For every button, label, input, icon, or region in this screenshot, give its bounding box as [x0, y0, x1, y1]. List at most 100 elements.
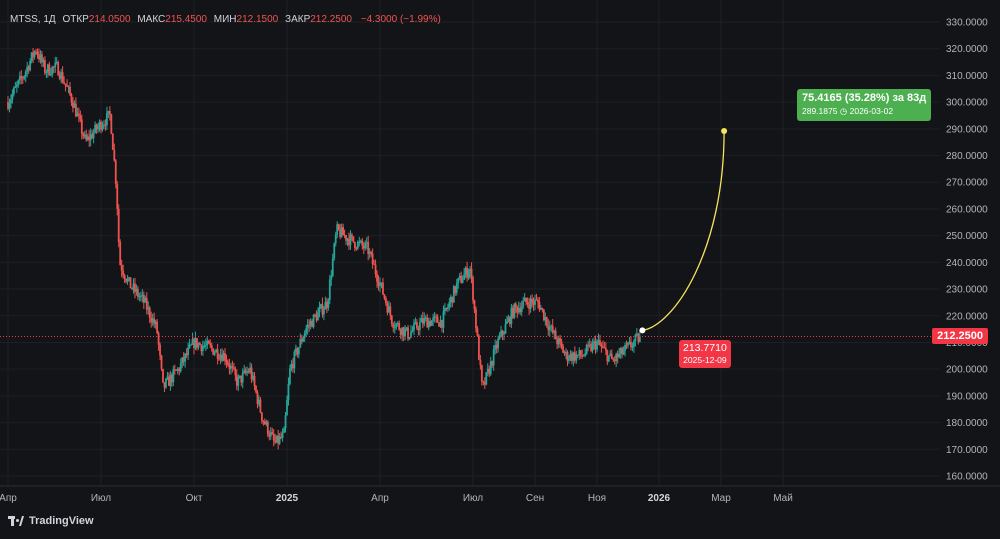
candle-body: [376, 274, 378, 282]
projection-start-label[interactable]: 213.7710 2025-12-09: [679, 340, 731, 368]
candle-body: [424, 317, 427, 319]
candle-body: [101, 126, 104, 130]
projection-end-dot[interactable]: [721, 127, 728, 134]
candle-body: [568, 358, 570, 361]
candle-body: [457, 278, 460, 284]
candle-body: [587, 344, 590, 346]
candle-body: [153, 318, 156, 325]
candle-body: [296, 348, 299, 355]
candle-body: [433, 316, 436, 318]
candle-body: [469, 268, 471, 273]
time-axis[interactable]: Апр Июл Окт 2025 Апр Июл Сен Ноя 2026 Мар Май: [0, 485, 1000, 504]
candle-body: [606, 350, 609, 362]
candle-body: [638, 336, 641, 343]
candle-body: [292, 364, 294, 369]
candle-body: [212, 348, 215, 355]
candle-body: [278, 436, 281, 444]
candle-body: [488, 368, 491, 375]
candle-body: [97, 126, 99, 130]
candle-body: [609, 353, 612, 356]
candle-body: [142, 294, 145, 303]
candle-body: [596, 341, 598, 350]
candle-body: [147, 307, 150, 310]
candle-body: [410, 331, 412, 338]
candle-body: [370, 251, 373, 254]
candle-body: [41, 54, 43, 63]
candle-body: [187, 347, 189, 356]
candle-body: [578, 350, 581, 355]
candle-body: [280, 436, 282, 438]
candle-body: [170, 374, 173, 383]
price-axis[interactable]: 330.0000 320.0000 310.0000 300.0000 290.0000…: [940, 0, 1000, 486]
candle-body: [258, 399, 260, 405]
candle-body: [331, 258, 334, 277]
candle-body: [633, 341, 635, 347]
price-tick-label: 240.0000: [946, 258, 988, 269]
candle-body: [362, 245, 365, 249]
candle-body: [321, 304, 324, 315]
candle-body: [104, 124, 107, 126]
candle-body: [48, 64, 51, 75]
candle-body: [188, 344, 191, 348]
price-tick-label: 310.0000: [946, 71, 988, 82]
candle-body: [351, 234, 353, 237]
candle-body: [312, 314, 315, 328]
candle-body: [516, 306, 519, 313]
price-tick-label: 260.0000: [946, 204, 988, 215]
candle-body: [98, 121, 101, 127]
candle-body: [100, 121, 102, 130]
candle-body: [54, 62, 57, 67]
candle-body: [297, 347, 300, 355]
candle-body: [268, 434, 271, 437]
candle-body: [103, 124, 105, 127]
candle-body: [172, 369, 175, 383]
candle-body: [480, 365, 483, 382]
candle-body: [439, 320, 442, 327]
candle-body: [320, 304, 322, 308]
candle-body: [389, 306, 392, 316]
projection-start-value: 213.7710: [683, 342, 727, 354]
candle-body: [531, 298, 533, 302]
candle-body: [243, 370, 246, 373]
candle-body: [141, 294, 144, 296]
candle-body: [283, 428, 285, 433]
candle-body: [396, 323, 399, 325]
candle-body: [413, 323, 415, 331]
change-value: −4.3000 (−1.99%): [360, 14, 441, 25]
candle-body: [628, 341, 631, 343]
candle-body: [79, 115, 82, 120]
candle-body: [197, 343, 200, 348]
candle-body: [92, 132, 95, 139]
candle-body: [218, 358, 220, 360]
candle-body: [82, 133, 85, 137]
candle-body: [579, 350, 582, 356]
candle-body: [452, 286, 455, 303]
candle-body: [634, 334, 637, 342]
price-axis-bg: [940, 0, 1000, 486]
candle-body: [430, 320, 433, 326]
projection-label[interactable]: 75.4165 (35.28%) за 83д 289.1875 ◷ 2026-…: [797, 89, 932, 121]
candle-body: [134, 283, 136, 292]
candle-body: [334, 234, 337, 244]
candle-body: [206, 340, 209, 346]
candle-body: [29, 60, 32, 71]
candle-body: [348, 238, 350, 246]
candle-body: [36, 51, 39, 55]
candle-body: [420, 318, 423, 323]
candle-body: [619, 347, 622, 354]
candle-body: [478, 335, 480, 360]
projection-start-dot[interactable]: [639, 327, 646, 334]
candle-body: [575, 354, 578, 361]
candle-body: [588, 344, 591, 346]
candle-body: [271, 432, 274, 434]
candle-body: [615, 353, 618, 362]
candle-body: [402, 327, 405, 337]
candle-body: [327, 299, 330, 309]
candle-body: [613, 359, 616, 362]
symbol-title[interactable]: MTSS, 1Д: [10, 14, 56, 25]
tradingview-logo[interactable]: TradingView: [8, 515, 94, 527]
candle-body: [139, 295, 142, 297]
candle-body: [604, 347, 607, 351]
candle-body: [86, 136, 89, 140]
